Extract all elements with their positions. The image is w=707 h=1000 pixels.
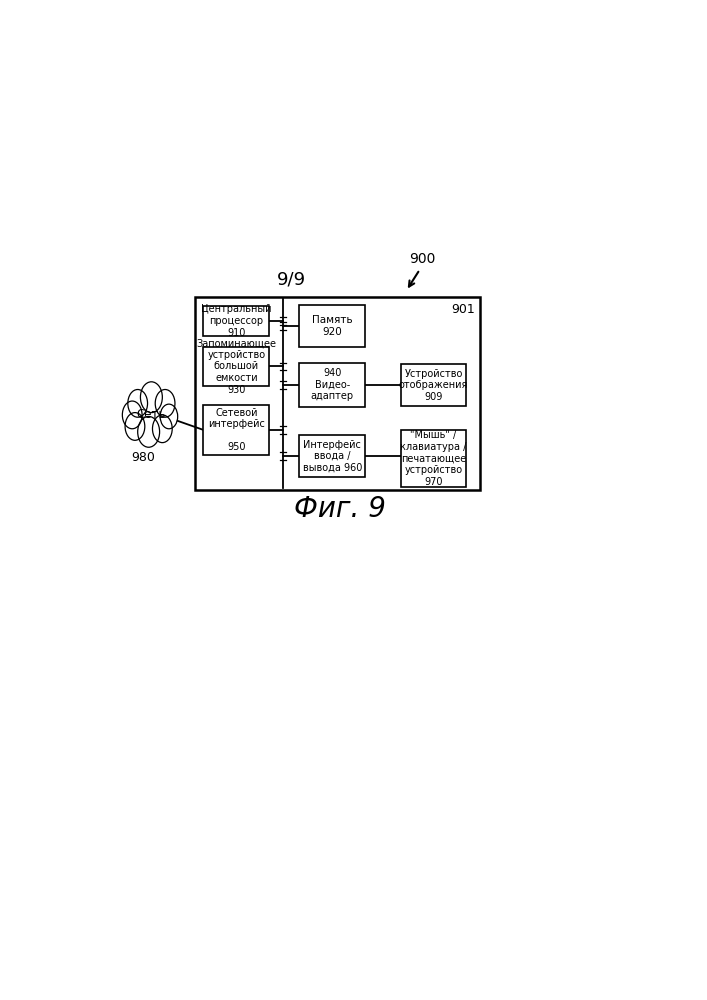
Circle shape (128, 389, 148, 417)
Circle shape (125, 413, 145, 440)
Bar (299, 435, 365, 477)
Bar (299, 363, 365, 407)
Text: 900: 900 (409, 252, 436, 266)
Bar (299, 305, 365, 347)
Text: Сетевой
интерфейс

950: Сетевой интерфейс 950 (208, 408, 264, 452)
Text: Центральный
процессор
910: Центральный процессор 910 (201, 304, 271, 338)
Bar (204, 405, 269, 455)
Bar (401, 364, 467, 406)
Text: 940
Видео-
адаптер: 940 Видео- адаптер (310, 368, 354, 401)
Text: 901: 901 (451, 303, 474, 316)
Text: Интерфейс
ввода /
вывода 960: Интерфейс ввода / вывода 960 (303, 440, 362, 473)
Bar (401, 430, 467, 487)
Bar (204, 306, 269, 336)
Text: 980: 980 (132, 451, 155, 464)
Text: Устройство
отображения
909: Устройство отображения 909 (399, 369, 468, 402)
Bar (204, 347, 269, 386)
Text: 9/9: 9/9 (276, 270, 305, 288)
Text: Память
920: Память 920 (312, 315, 353, 337)
Circle shape (138, 416, 160, 447)
Circle shape (153, 415, 173, 443)
Circle shape (156, 389, 175, 417)
Text: Сеть: Сеть (136, 408, 166, 421)
Circle shape (122, 401, 142, 429)
Text: Запоминающее
устройство
большой
емкости
930: Запоминающее устройство большой емкости … (197, 338, 276, 395)
Text: "Мышь" /
клавиатура /
печатающее
устройство
970: "Мышь" / клавиатура / печатающее устройс… (400, 430, 467, 487)
Circle shape (141, 382, 163, 413)
Text: Фиг. 9: Фиг. 9 (295, 495, 386, 523)
Circle shape (160, 404, 177, 429)
Bar (195, 297, 480, 490)
